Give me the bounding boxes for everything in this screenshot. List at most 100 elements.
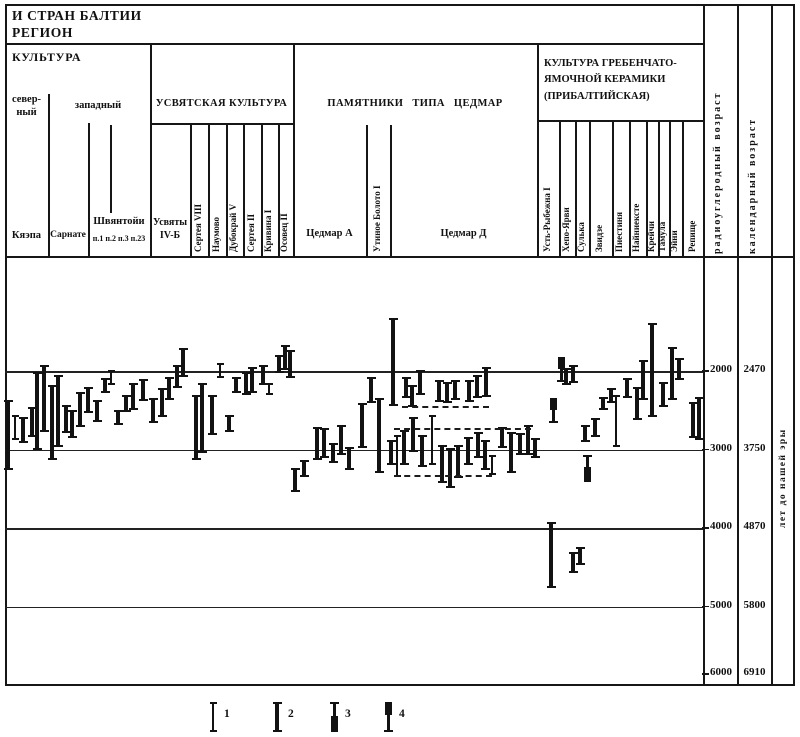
calendar-tick-label: 2470	[743, 363, 766, 375]
radiocarbon-tick-label: 6000	[710, 666, 732, 678]
error-bar	[83, 386, 93, 414]
frame-line-v	[110, 125, 112, 213]
error-bar	[590, 418, 600, 437]
site-label-vertical: Эйни	[669, 230, 679, 252]
frame-line-v	[612, 120, 614, 258]
error-bar	[442, 381, 452, 404]
legend-item-label: 1	[224, 708, 230, 720]
frame-line-h	[5, 43, 705, 45]
error-bar	[224, 414, 234, 433]
frame-line-v	[366, 125, 368, 258]
error-bar	[207, 395, 217, 436]
title-line2: РЕГИОН	[12, 24, 73, 40]
calendar-axis-title: календарный возраст	[747, 117, 758, 254]
error-bar	[121, 395, 131, 412]
site-label-vertical: Дубокрай V	[228, 203, 238, 252]
culture-group-western: западный	[74, 100, 122, 111]
group-dashed-line	[394, 475, 492, 478]
error-bar	[575, 546, 585, 565]
error-bar	[344, 447, 354, 470]
error-bar	[399, 429, 409, 466]
frame-line-v	[537, 43, 539, 258]
error-bar	[265, 382, 274, 396]
error-bar	[606, 388, 616, 404]
calendar-tick-label: 6910	[743, 666, 766, 678]
error-bar	[216, 363, 225, 379]
error-bar	[357, 403, 367, 448]
error-bar	[568, 552, 578, 573]
group-dashed-line	[394, 428, 531, 431]
error-bar	[437, 444, 447, 484]
frame-line-v	[575, 120, 577, 258]
site-label-tsedmar-d: Цедмар Д	[440, 228, 487, 239]
group-dashed-line	[402, 406, 489, 409]
site-label-vertical: Осовец II	[279, 213, 289, 252]
site-label-vertical: Звидзе	[594, 224, 604, 252]
error-bar	[530, 437, 540, 459]
frame-line-v	[208, 123, 210, 258]
frame-line-v	[629, 120, 631, 258]
frame-line-v	[646, 120, 648, 258]
frame-line-v	[226, 123, 228, 258]
error-bar	[417, 435, 427, 467]
error-bar	[488, 454, 497, 476]
error-bar	[580, 425, 590, 442]
error-bar	[401, 377, 411, 398]
radiocarbon-tick-label: 4000	[710, 520, 732, 532]
site-label-shvyantoji: Швянтойи	[93, 216, 145, 227]
site-label-vertical: Сулька	[576, 222, 586, 252]
error-bar	[231, 377, 241, 393]
gridline	[5, 449, 703, 451]
error-bar	[464, 379, 474, 403]
error-bar	[647, 323, 657, 418]
error-bar	[47, 385, 57, 460]
calendar-tick-label: 4870	[743, 520, 766, 532]
error-bar	[75, 392, 85, 427]
site-label-utinoe-boloto: Утиное Болото I	[372, 185, 382, 252]
error-bar	[472, 374, 482, 398]
group-label-baltic: КУЛЬТУРА ГРЕБЕНЧАТО- ЯМОЧНОЙ КЕРАМИКИ (П…	[544, 58, 677, 102]
error-bar	[638, 360, 648, 401]
calendar-tick-label: 5800	[743, 598, 766, 611]
frame-line-v	[243, 123, 245, 258]
error-bar	[481, 367, 491, 397]
legend-symbol-error-bar-filled-top	[383, 702, 393, 732]
frame-line-v	[737, 4, 739, 686]
frame-line-h	[537, 120, 705, 122]
error-bar	[445, 447, 455, 488]
site-label-vertical: Пиестиня	[614, 212, 624, 252]
error-bar	[523, 425, 533, 455]
gridline	[5, 606, 703, 608]
error-bar	[497, 426, 507, 448]
error-bar	[694, 396, 704, 441]
error-bar	[197, 382, 207, 453]
frame-line-h	[5, 4, 795, 6]
error-bar	[148, 397, 158, 423]
error-bar	[290, 468, 300, 492]
error-bar	[128, 382, 138, 411]
frame-line-v	[293, 43, 295, 258]
page-title: И СТРАН БАЛТИИ РЕГИОН	[12, 8, 142, 42]
error-bar	[582, 454, 592, 482]
error-bar	[53, 374, 63, 448]
error-bar	[67, 410, 77, 438]
error-bar	[515, 433, 525, 455]
error-bar	[258, 364, 268, 386]
frame-line-h	[150, 123, 293, 125]
frame-line-v	[261, 123, 263, 258]
site-label-shvyantoji-graves: п.1 п.2 п.3 п.23	[92, 234, 146, 243]
error-bar	[622, 378, 632, 398]
site-label-vertical: Кривина I	[263, 209, 273, 252]
legend-item-label: 2	[288, 708, 294, 720]
legend-symbol-thin-error-bar	[209, 702, 218, 732]
error-bar	[366, 377, 376, 404]
error-bar	[328, 443, 338, 463]
radiocarbon-tick-label: 5000	[710, 598, 732, 611]
error-bar	[506, 432, 516, 474]
gridline	[5, 528, 703, 530]
error-bar	[561, 367, 571, 386]
error-bar	[312, 426, 322, 460]
site-label-sarnate: Сарнате	[50, 230, 86, 240]
error-bar	[274, 355, 284, 374]
frame-line-v	[88, 123, 90, 258]
